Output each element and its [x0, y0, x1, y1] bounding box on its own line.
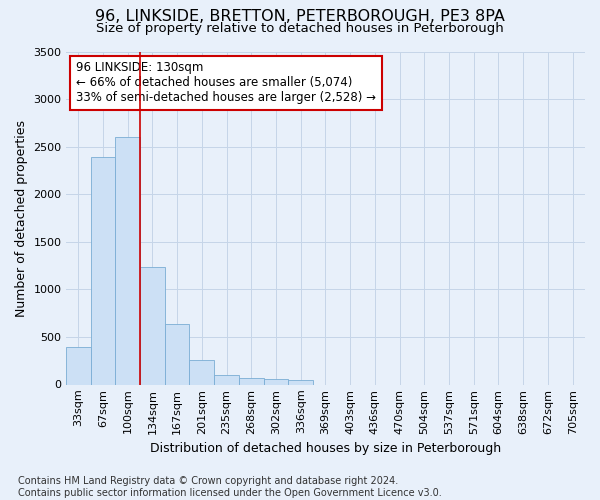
Text: Size of property relative to detached houses in Peterborough: Size of property relative to detached ho…	[96, 22, 504, 35]
X-axis label: Distribution of detached houses by size in Peterborough: Distribution of detached houses by size …	[150, 442, 501, 455]
Bar	[289, 380, 313, 384]
Y-axis label: Number of detached properties: Number of detached properties	[15, 120, 28, 316]
Bar	[140, 266, 165, 384]
Bar	[115, 137, 140, 384]
Bar	[239, 378, 263, 384]
Bar	[214, 374, 239, 384]
Bar	[190, 360, 214, 384]
Bar	[66, 348, 91, 385]
Bar	[165, 324, 190, 384]
Text: 96 LINKSIDE: 130sqm
← 66% of detached houses are smaller (5,074)
33% of semi-det: 96 LINKSIDE: 130sqm ← 66% of detached ho…	[76, 62, 376, 104]
Text: Contains HM Land Registry data © Crown copyright and database right 2024.
Contai: Contains HM Land Registry data © Crown c…	[18, 476, 442, 498]
Bar	[91, 157, 115, 384]
Text: 96, LINKSIDE, BRETTON, PETERBOROUGH, PE3 8PA: 96, LINKSIDE, BRETTON, PETERBOROUGH, PE3…	[95, 9, 505, 24]
Bar	[263, 380, 289, 384]
